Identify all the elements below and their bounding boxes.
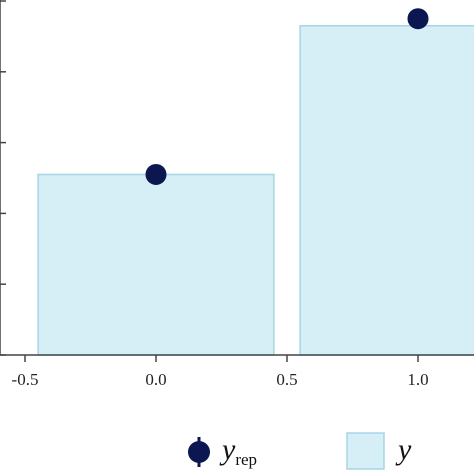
legend-label-sub: rep bbox=[235, 450, 257, 469]
x-tick-label-2: 0.5 bbox=[276, 370, 297, 389]
legend-item-yrep: yrep bbox=[188, 433, 257, 469]
legend: yrep y bbox=[188, 432, 412, 470]
bars-group bbox=[37, 25, 474, 356]
axes-group: -0.5 0.0 0.5 1.0 bbox=[0, 0, 474, 389]
legend-label-y: y bbox=[395, 433, 412, 466]
x-tick-label-1: 0.0 bbox=[145, 370, 166, 389]
points-group bbox=[145, 8, 429, 185]
x-tick-label-0: -0.5 bbox=[12, 370, 39, 389]
legend-bar-swatch bbox=[346, 432, 385, 470]
svg-text:yrep: yrep bbox=[219, 433, 257, 469]
y-ticks-group bbox=[0, 0, 6, 356]
bar-1 bbox=[299, 25, 474, 356]
point-0 bbox=[145, 163, 167, 185]
legend-label-main: y bbox=[219, 433, 236, 466]
legend-point-marker bbox=[188, 441, 210, 463]
legend-item-y: y bbox=[346, 432, 412, 470]
x-tick-label-3: 1.0 bbox=[407, 370, 428, 389]
bar-0 bbox=[37, 173, 275, 356]
point-1 bbox=[407, 8, 429, 30]
x-ticks-group: -0.5 0.0 0.5 1.0 bbox=[12, 355, 429, 389]
